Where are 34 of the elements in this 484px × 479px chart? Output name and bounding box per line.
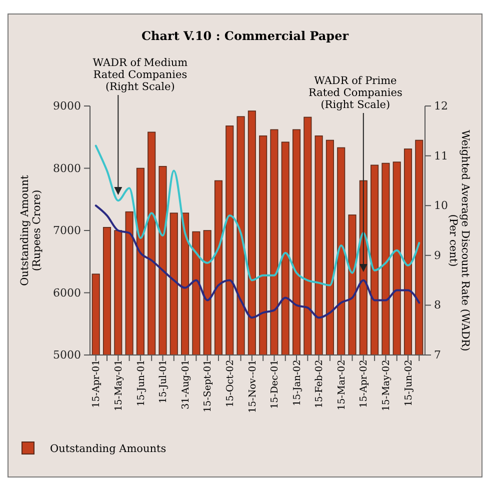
x-tick-label: 31-Aug-01 [180,360,192,410]
x-tick-label: 15-Nov--01 [247,360,258,413]
chart-title: Chart V.10 : Commercial Paper [141,29,350,43]
line-series [94,204,420,319]
y2-tick-label: 12 [434,100,448,113]
y-tick-label: 5000 [53,348,81,362]
annotation: WADR of Prime Rated Companies (Right Scale) [308,75,402,111]
y2-tick-label: 9 [434,248,441,262]
y-tick-label: 8000 [53,162,81,175]
x-tick-label: 15-May-01 [113,360,124,412]
x-tick-label: 15-May-02 [381,360,392,412]
y-axis-title: Outstanding Amount (Rupees Crore) [19,174,43,286]
x-tick-label: 15-Mar-02 [336,360,348,410]
x-tick-label: 15-Jun-01 [136,360,147,406]
line-series [94,144,420,286]
y2-tick-label: 7 [434,348,441,362]
x-tick-label: 15-Dec-01 [270,360,281,409]
x-tick-label: 15-Sept-01 [202,360,214,412]
x-tick-label: 15-Jun-02 [403,360,414,406]
y2-axis-title: Weighted Average Discount Rate (WADR) (Per cent) [447,130,471,352]
x-tick-label: 15-Feb-02 [314,360,326,408]
x-tick-label: 15-Apr-02 [358,360,370,408]
y-tick-label: 9000 [53,100,81,113]
y2-tick-label: 8 [434,298,441,312]
x-tick-label: 15-Jan-02 [292,360,303,406]
y2-tick-label: 10 [434,199,448,212]
x-tick-label: 15-Jul-01 [158,360,170,404]
x-tick-label: 15-Apr-01 [91,360,102,408]
text: WADR of Medium Rated Companies (Right Scale) [92,57,188,93]
y-tick-label: 6000 [53,286,81,300]
y2-tick-label: 11 [434,149,448,162]
y-tick-label: 7000 [53,224,81,238]
x-tick-label: 15-Oct-02 [224,360,236,408]
legend-label: Outstanding Amounts [50,443,166,455]
